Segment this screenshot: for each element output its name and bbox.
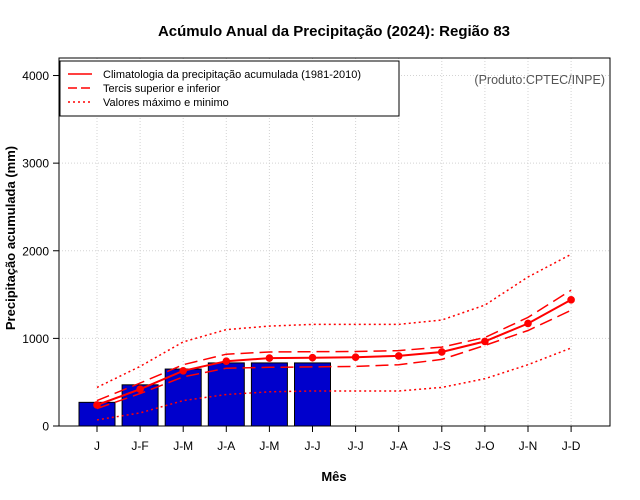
series-line bbox=[96, 309, 572, 410]
y-axis-title: Precipitação acumulada (mm) bbox=[3, 146, 18, 330]
y-tick-label: 1000 bbox=[22, 332, 49, 346]
series-line bbox=[96, 289, 572, 402]
x-tick-label: J-A bbox=[390, 439, 408, 453]
legend: Climatologia da precipitação acumulada (… bbox=[59, 60, 400, 117]
legend-label: Tercis superior e inferior bbox=[103, 83, 221, 95]
series-point bbox=[265, 354, 274, 362]
x-tick-label: J-M bbox=[259, 439, 279, 453]
x-tick-label: J bbox=[94, 439, 100, 453]
y-tick-label: 2000 bbox=[22, 244, 49, 258]
series-point bbox=[179, 367, 187, 375]
y-tick-label: 4000 bbox=[22, 69, 49, 83]
series-line bbox=[96, 253, 572, 389]
series-point bbox=[308, 353, 317, 362]
x-tick-label: J-F bbox=[131, 439, 148, 453]
x-axis: J J-F J-M J-A J-M J-J J-J J-A J-S J-O J-N J-D bbox=[94, 425, 581, 453]
series-point bbox=[222, 357, 231, 365]
series-point bbox=[394, 352, 403, 360]
y-axis: 0 1000 2000 3000 4000 bbox=[22, 69, 60, 434]
lines-group bbox=[93, 253, 575, 421]
bar bbox=[294, 362, 331, 427]
x-tick-label: J-O bbox=[475, 439, 494, 453]
credit-text: (Produto:CPTEC/INPE) bbox=[474, 73, 605, 87]
x-tick-label: J-S bbox=[433, 439, 451, 453]
y-tick-label: 3000 bbox=[22, 157, 49, 171]
bar bbox=[250, 362, 288, 427]
chart-title: Acúmulo Anual da Precipitação (2024): Re… bbox=[158, 23, 510, 40]
series-point bbox=[93, 401, 101, 409]
series-point bbox=[351, 353, 360, 362]
x-tick-label: J-D bbox=[562, 439, 581, 453]
legend-label: Valores máximo e minimo bbox=[103, 97, 229, 109]
x-tick-label: J-J bbox=[305, 439, 321, 453]
x-tick-label: J-J bbox=[348, 439, 364, 453]
series-line bbox=[96, 298, 572, 406]
y-tick-label: 0 bbox=[42, 420, 49, 434]
x-tick-label: J-N bbox=[519, 439, 538, 453]
series-point bbox=[524, 319, 532, 328]
bar bbox=[164, 368, 202, 427]
series-point bbox=[567, 296, 575, 304]
bar bbox=[207, 362, 245, 427]
series-point bbox=[438, 348, 446, 356]
series-point bbox=[481, 337, 489, 346]
legend-label: Climatologia da precipitação acumulada (… bbox=[103, 69, 361, 81]
x-axis-title: Mês bbox=[321, 469, 346, 484]
series-point bbox=[136, 385, 144, 394]
series-line bbox=[96, 347, 572, 421]
x-tick-label: J-A bbox=[217, 439, 235, 453]
x-tick-label: J-M bbox=[173, 439, 193, 453]
legend-box bbox=[59, 60, 400, 117]
